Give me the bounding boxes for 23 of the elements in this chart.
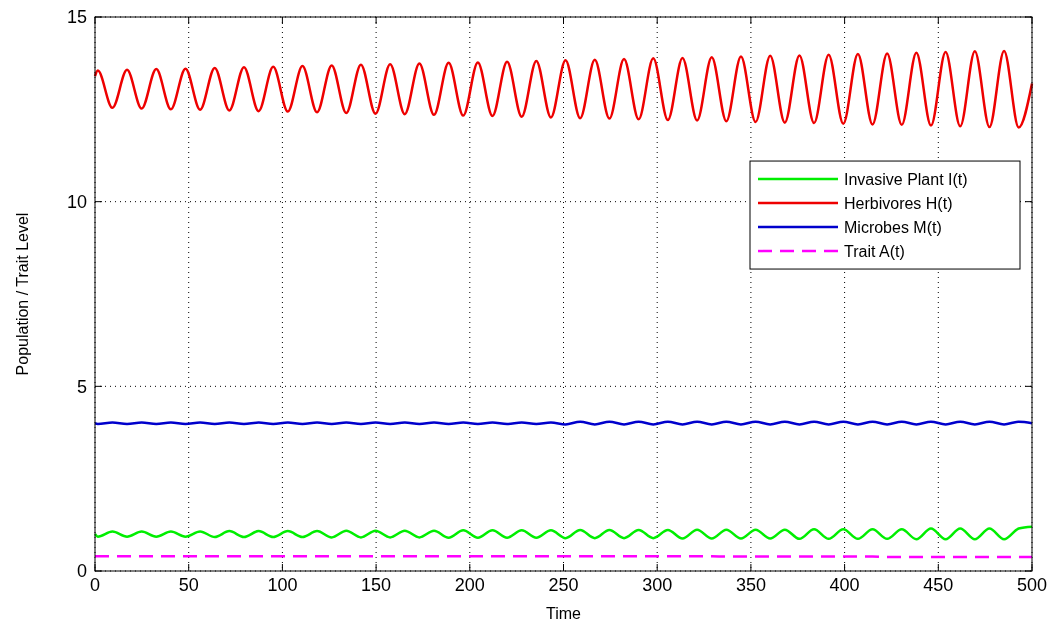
y-tick-label: 0 [76, 561, 87, 582]
legend-label: Microbes M(t) [844, 218, 942, 236]
x-tick-label: 100 [267, 575, 298, 595]
x-tick-label: 200 [454, 575, 485, 595]
x-tick-label: 300 [642, 575, 673, 595]
x-tick-label: 50 [178, 575, 199, 595]
legend-label: Herbivores H(t) [844, 194, 953, 212]
line-series [93, 49, 1034, 129]
y-tick-label: 15 [66, 7, 87, 28]
y-tick-label: 10 [66, 191, 87, 212]
x-tick-label: 350 [735, 575, 766, 595]
x-axis-title: Time [546, 605, 582, 622]
x-tick-label: 0 [89, 575, 101, 595]
legend-label: Invasive Plant I(t) [844, 170, 968, 188]
y-axis-title: Population / Trait Level [14, 212, 31, 376]
line-series [93, 525, 1034, 541]
x-tick-label: 250 [548, 575, 579, 595]
x-tick-label: 450 [923, 575, 954, 595]
legend-label: Trait A(t) [844, 242, 905, 260]
x-tick-label: 400 [829, 575, 860, 595]
x-tick-label: 500 [1016, 575, 1048, 595]
x-tick-label: 150 [361, 575, 392, 595]
y-tick-label: 5 [76, 376, 87, 397]
